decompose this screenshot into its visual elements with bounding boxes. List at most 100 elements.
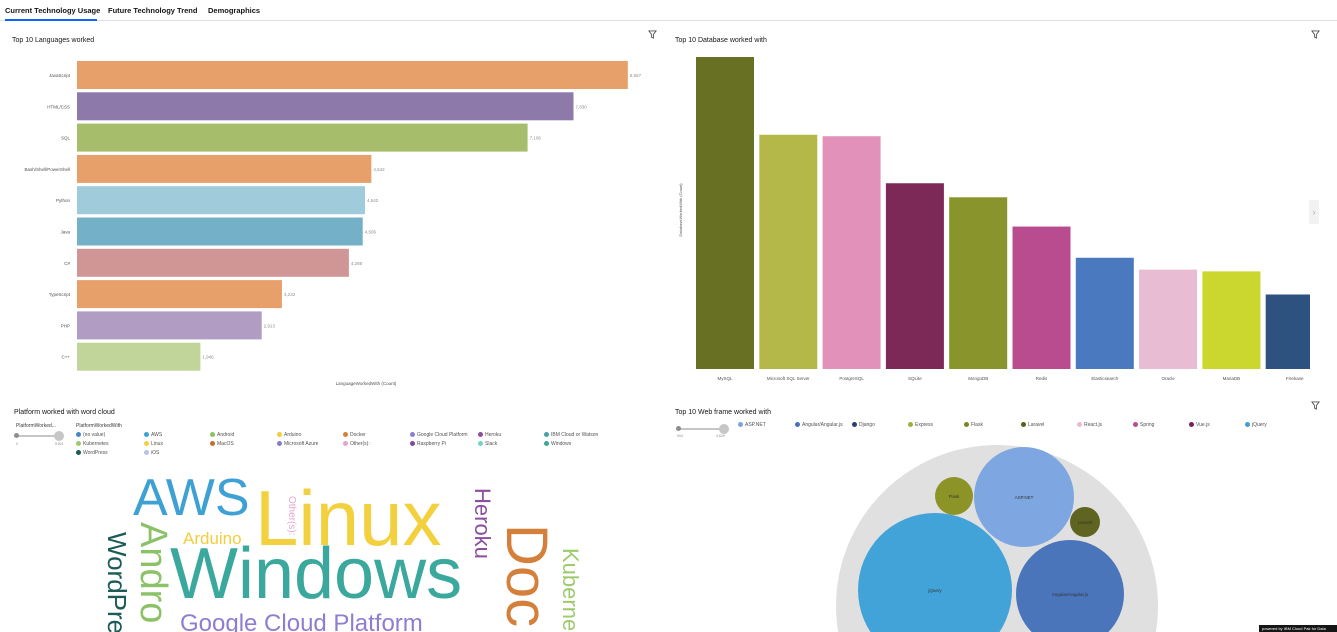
legend-label: Heroku <box>485 432 502 438</box>
filter-icon[interactable] <box>1311 30 1320 39</box>
platform-legend-item[interactable]: WordPress <box>76 450 108 456</box>
language-bar[interactable] <box>77 186 366 215</box>
database-bar[interactable] <box>885 183 944 369</box>
webframe-legend-item[interactable]: React.js <box>1077 422 1102 428</box>
legend-swatch <box>544 441 549 447</box>
database-bar[interactable] <box>1075 257 1134 369</box>
languages-panel-title: Top 10 Languages worked <box>12 37 95 44</box>
language-category-label: C# <box>64 261 70 266</box>
platform-legend-item[interactable]: Microsoft Azure <box>277 441 318 447</box>
platform-legend-item[interactable]: Arduino <box>277 432 301 438</box>
webframe-bubble[interactable] <box>1070 507 1100 537</box>
webframe-legend-item[interactable]: Flask <box>964 422 983 428</box>
legend-label: Django <box>859 422 875 428</box>
word-cloud-word[interactable]: Linux <box>255 474 442 562</box>
word-cloud-word[interactable]: WordPre <box>102 532 132 632</box>
platform-legend-item[interactable]: (no value) <box>76 432 105 438</box>
webframe-legend-item[interactable]: Vue.js <box>1189 422 1210 428</box>
word-cloud-word[interactable]: Other(s): <box>286 496 297 536</box>
legend-label: Flask <box>971 422 983 428</box>
platform-legend-item[interactable]: Android <box>210 432 234 438</box>
database-category-label: Microsoft SQL Server <box>767 376 810 381</box>
language-bar[interactable] <box>77 92 574 121</box>
webframe-bubble[interactable] <box>858 513 1012 632</box>
legend-swatch <box>478 432 483 438</box>
language-bar[interactable] <box>77 311 262 340</box>
webframe-count-slider[interactable] <box>676 424 729 434</box>
tab-demographics[interactable]: Demographics <box>208 6 261 15</box>
legend-swatch <box>1077 422 1082 428</box>
platform-legend-item[interactable]: Google Cloud Platform <box>410 432 468 438</box>
platform-legend-item[interactable]: AWS <box>144 432 162 438</box>
legend-swatch <box>478 441 483 447</box>
platform-legend-item[interactable]: Heroku <box>478 432 501 438</box>
slider-title: PlatformWorked... <box>16 423 56 429</box>
platform-legend-item[interactable]: Slack <box>478 441 497 447</box>
platform-legend-title: PlatformWorkedWith <box>76 423 122 429</box>
database-bar[interactable] <box>1012 226 1071 369</box>
legend-label: Microsoft Azure <box>284 441 319 447</box>
webframe-legend-item[interactable]: ASP.NET <box>738 422 766 428</box>
tab-future-technology-trend[interactable]: Future Technology Trend <box>108 6 198 15</box>
database-bar[interactable] <box>949 197 1008 369</box>
language-bar[interactable] <box>77 342 201 371</box>
database-bar[interactable] <box>696 57 754 369</box>
legend-swatch <box>277 441 282 447</box>
slider-max-label: 5,821 <box>55 442 64 446</box>
platform-legend-item[interactable]: Windows <box>544 441 571 447</box>
webframe-legend-item[interactable]: Express <box>908 422 933 428</box>
word-cloud-word[interactable]: Andro <box>132 522 174 624</box>
language-bar[interactable] <box>77 123 528 152</box>
legend-swatch <box>410 432 415 438</box>
word-cloud-word[interactable]: Kuberne <box>558 548 583 632</box>
webframe-legend-item[interactable]: Angular/Angular.js <box>795 422 843 428</box>
language-category-label: PHP <box>61 323 70 328</box>
legend-label: jQuery <box>1252 422 1267 428</box>
platform-legend-item[interactable]: Linux <box>144 441 163 447</box>
filter-icon[interactable] <box>1311 401 1320 410</box>
database-category-label: Firebase <box>1286 376 1304 381</box>
platform-legend-item[interactable]: MacOS <box>210 441 234 447</box>
legend-swatch <box>738 422 743 428</box>
word-cloud-word[interactable]: Google Cloud Platform <box>180 610 423 632</box>
database-bar[interactable] <box>759 134 818 369</box>
chevron-right-icon[interactable]: › <box>1309 200 1319 224</box>
platform-legend-item[interactable]: Other(s): <box>343 441 370 447</box>
database-bar[interactable] <box>822 136 881 369</box>
word-cloud-word[interactable]: Heroku <box>470 488 495 559</box>
language-bar[interactable] <box>77 248 349 277</box>
platform-legend-item[interactable]: Raspberry Pi <box>410 441 446 447</box>
webframe-legend-item[interactable]: jQuery <box>1245 422 1267 428</box>
database-bar[interactable] <box>1265 294 1310 369</box>
language-bar[interactable] <box>77 280 282 309</box>
database-bar[interactable] <box>1202 271 1261 369</box>
webframe-bubble-chart: jQuery Angular/Angular.js ASP.NET Flask Lara… <box>836 445 1158 632</box>
platform-count-slider[interactable] <box>14 431 64 441</box>
word-cloud-word[interactable]: AWS <box>133 469 250 527</box>
legend-swatch <box>144 441 149 447</box>
platform-legend-item[interactable]: iOS <box>144 450 159 456</box>
webframe-legend-item[interactable]: Laravel <box>1021 422 1044 428</box>
word-cloud-word[interactable]: Windows <box>170 534 463 614</box>
tab-current-technology-usage[interactable]: Current Technology Usage <box>5 0 100 21</box>
platform-legend-item[interactable]: IBM Cloud or Watson <box>544 432 598 438</box>
language-bar[interactable] <box>77 154 372 183</box>
language-category-label: TypeScript <box>49 292 71 297</box>
legend-label: Kubernetes <box>83 441 109 447</box>
webframe-bubble[interactable] <box>1016 540 1124 632</box>
webframe-legend-item[interactable]: Django <box>852 422 875 428</box>
webframe-bubble[interactable] <box>974 447 1074 547</box>
database-bar[interactable] <box>1139 269 1198 369</box>
webframe-bubble[interactable] <box>935 477 973 515</box>
platform-legend-item[interactable]: Kubernetes <box>76 441 109 447</box>
platform-legend-item[interactable]: Docker <box>343 432 366 438</box>
database-category-label: Redis <box>1036 376 1048 381</box>
word-cloud-word[interactable]: Doc <box>494 524 559 628</box>
webframe-legend-item[interactable]: Spring <box>1133 422 1154 428</box>
legend-label: ASP.NET <box>745 422 766 428</box>
filter-icon[interactable] <box>648 30 657 39</box>
word-cloud-word[interactable]: Arduino <box>183 529 242 548</box>
language-bar[interactable] <box>77 217 363 246</box>
language-bar[interactable] <box>77 61 628 89</box>
